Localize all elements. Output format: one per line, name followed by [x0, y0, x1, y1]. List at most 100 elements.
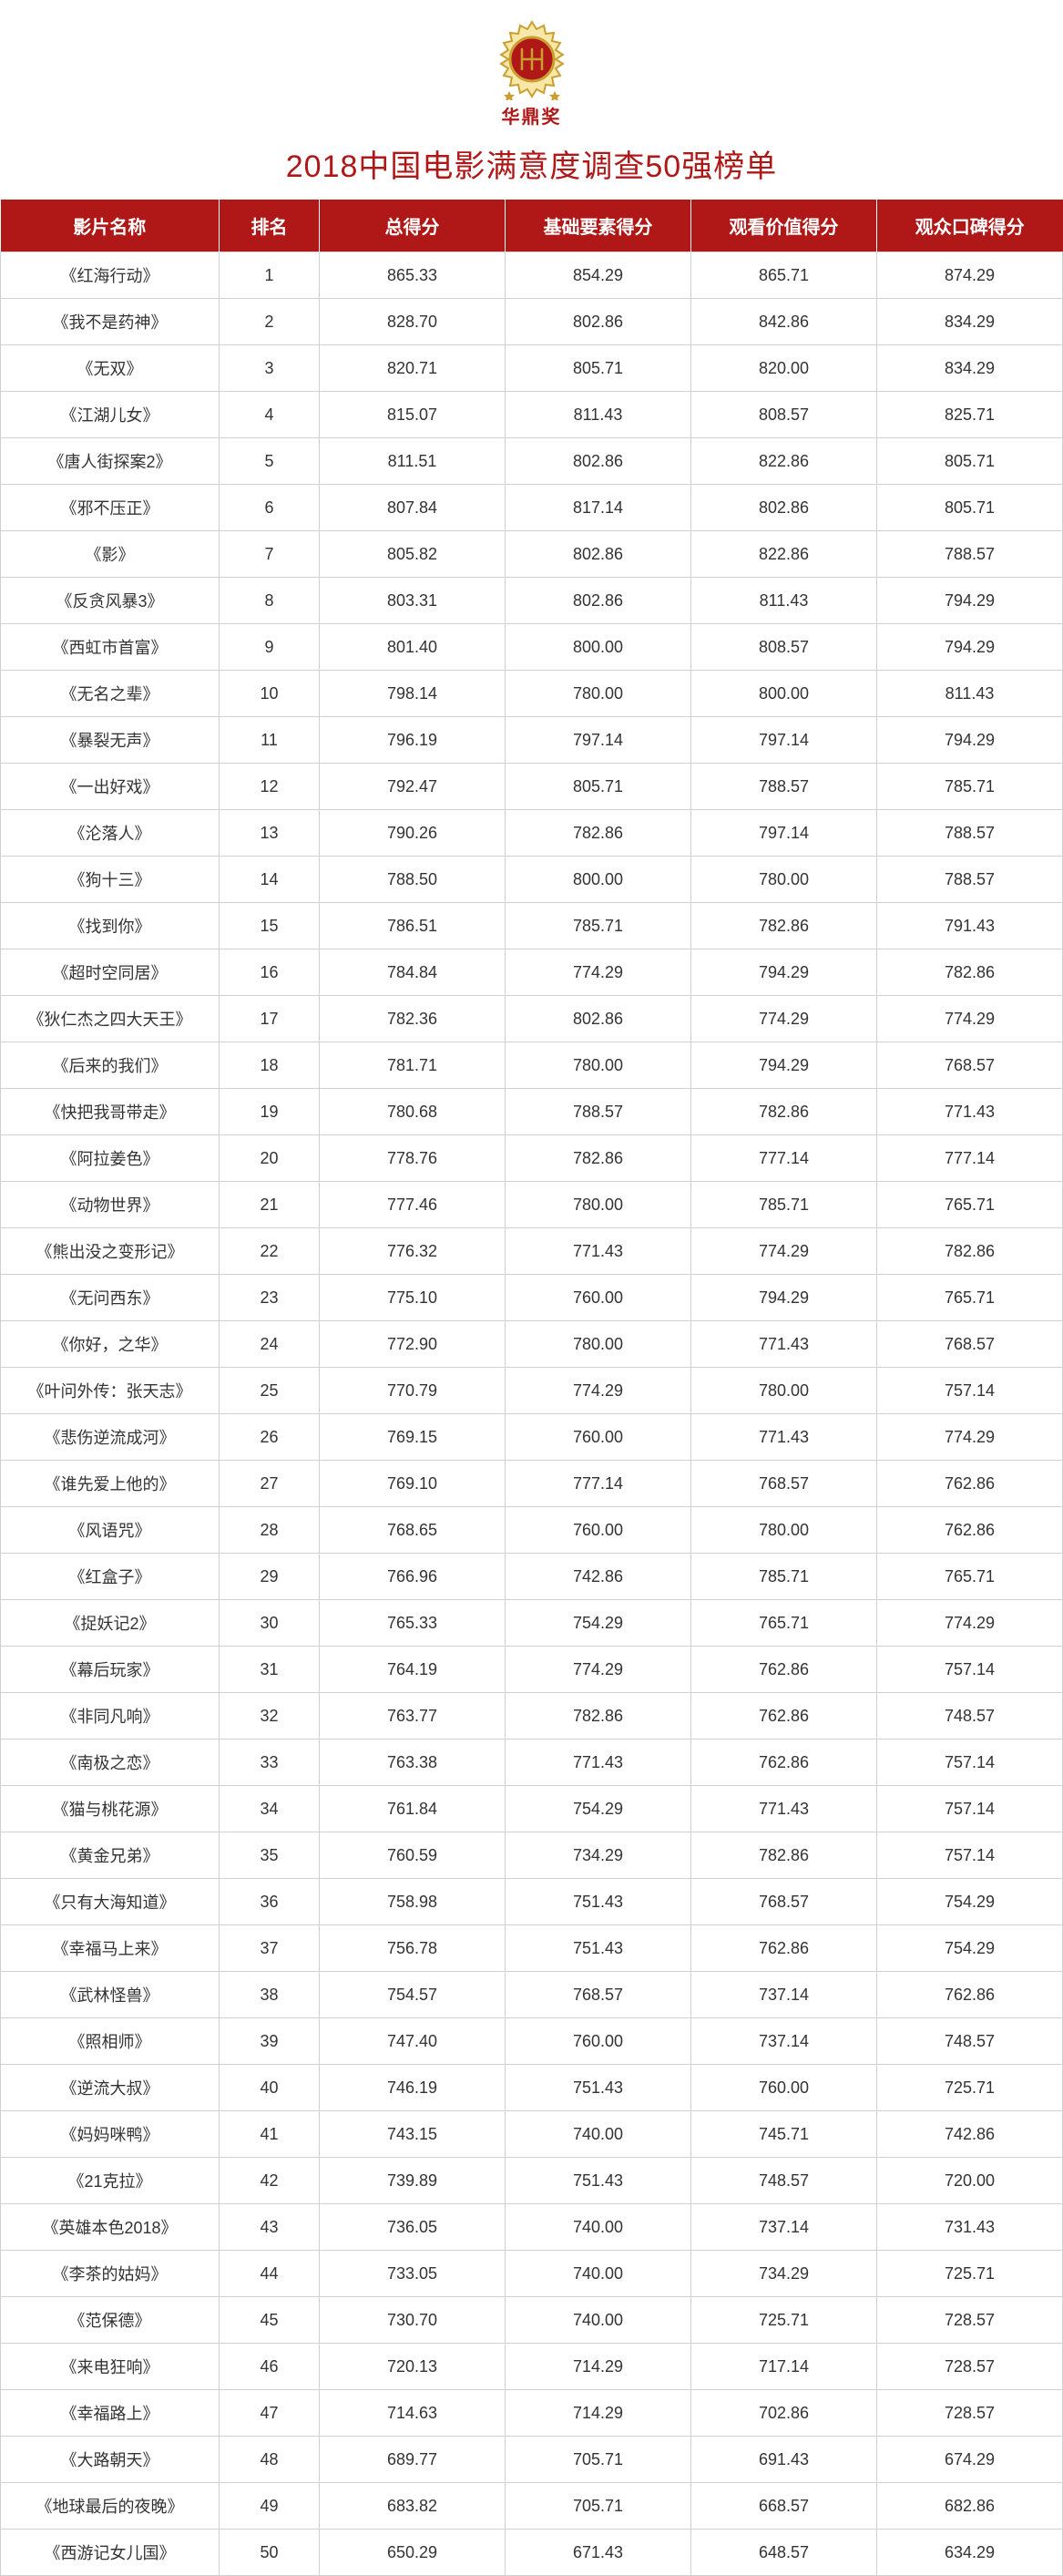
movie-name-cell: 《西游记女儿国》 — [1, 2530, 220, 2576]
table-row: 《反贪风暴3》8803.31802.86811.43794.29 — [1, 578, 1063, 624]
score-cell: 746.19 — [320, 2065, 506, 2111]
score-cell: 778.76 — [320, 1135, 506, 1182]
score-cell: 734.29 — [691, 2251, 877, 2297]
score-cell: 740.00 — [506, 2297, 691, 2344]
movie-name-cell: 《只有大海知道》 — [1, 1879, 220, 1925]
score-cell: 760.00 — [691, 2065, 877, 2111]
score-cell: 780.68 — [320, 1089, 506, 1135]
rank-cell: 27 — [220, 1461, 320, 1507]
rank-cell: 39 — [220, 2018, 320, 2065]
movie-name-cell: 《武林怪兽》 — [1, 1972, 220, 2018]
score-cell: 834.29 — [877, 345, 1063, 392]
score-cell: 774.29 — [506, 1368, 691, 1414]
score-cell: 730.70 — [320, 2297, 506, 2344]
rank-cell: 13 — [220, 810, 320, 857]
score-cell: 776.32 — [320, 1228, 506, 1275]
score-cell: 802.86 — [691, 485, 877, 531]
table-row: 《红盒子》29766.96742.86785.71765.71 — [1, 1554, 1063, 1600]
score-cell: 798.14 — [320, 671, 506, 717]
score-cell: 801.40 — [320, 624, 506, 671]
table-row: 《幕后玩家》31764.19774.29762.86757.14 — [1, 1647, 1063, 1693]
score-cell: 828.70 — [320, 299, 506, 345]
table-row: 《暴裂无声》11796.19797.14797.14794.29 — [1, 717, 1063, 764]
rank-cell: 28 — [220, 1507, 320, 1554]
table-row: 《无名之辈》10798.14780.00800.00811.43 — [1, 671, 1063, 717]
score-cell: 754.29 — [877, 1925, 1063, 1972]
table-row: 《地球最后的夜晚》49683.82705.71668.57682.86 — [1, 2483, 1063, 2530]
table-row: 《风语咒》28768.65760.00780.00762.86 — [1, 1507, 1063, 1554]
rank-cell: 5 — [220, 438, 320, 485]
score-cell: 777.14 — [691, 1135, 877, 1182]
table-row: 《南极之恋》33763.38771.43762.86757.14 — [1, 1740, 1063, 1786]
movie-name-cell: 《风语咒》 — [1, 1507, 220, 1554]
score-cell: 717.14 — [691, 2344, 877, 2390]
movie-name-cell: 《动物世界》 — [1, 1182, 220, 1228]
table-row: 《逆流大叔》40746.19751.43760.00725.71 — [1, 2065, 1063, 2111]
score-cell: 748.57 — [877, 1693, 1063, 1740]
movie-name-cell: 《暴裂无声》 — [1, 717, 220, 764]
table-row: 《21克拉》42739.89751.43748.57720.00 — [1, 2158, 1063, 2204]
score-cell: 788.57 — [691, 764, 877, 810]
movie-name-cell: 《幸福路上》 — [1, 2390, 220, 2437]
score-cell: 854.29 — [506, 252, 691, 299]
score-cell: 705.71 — [506, 2437, 691, 2483]
score-cell: 785.71 — [877, 764, 1063, 810]
score-cell: 756.78 — [320, 1925, 506, 1972]
table-row: 《西虹市首富》9801.40800.00808.57794.29 — [1, 624, 1063, 671]
score-cell: 780.00 — [506, 671, 691, 717]
table-row: 《江湖儿女》4815.07811.43808.57825.71 — [1, 392, 1063, 438]
score-cell: 757.14 — [877, 1647, 1063, 1693]
table-body: 《红海行动》1865.33854.29865.71874.29《我不是药神》28… — [1, 252, 1063, 2576]
score-cell: 728.57 — [877, 2297, 1063, 2344]
score-cell: 782.86 — [506, 1135, 691, 1182]
score-cell: 714.29 — [506, 2344, 691, 2390]
score-cell: 865.71 — [691, 252, 877, 299]
score-cell: 740.00 — [506, 2111, 691, 2158]
score-cell: 754.57 — [320, 1972, 506, 2018]
rank-cell: 44 — [220, 2251, 320, 2297]
score-cell: 805.71 — [506, 764, 691, 810]
rank-cell: 26 — [220, 1414, 320, 1461]
score-cell: 797.14 — [506, 717, 691, 764]
movie-name-cell: 《悲伤逆流成河》 — [1, 1414, 220, 1461]
score-cell: 682.86 — [877, 2483, 1063, 2530]
rank-cell: 11 — [220, 717, 320, 764]
score-cell: 786.51 — [320, 903, 506, 949]
score-cell: 796.19 — [320, 717, 506, 764]
table-row: 《找到你》15786.51785.71782.86791.43 — [1, 903, 1063, 949]
movie-name-cell: 《猫与桃花源》 — [1, 1786, 220, 1832]
score-cell: 794.29 — [877, 578, 1063, 624]
table-row: 《狗十三》14788.50800.00780.00788.57 — [1, 857, 1063, 903]
score-cell: 720.00 — [877, 2158, 1063, 2204]
rank-cell: 6 — [220, 485, 320, 531]
score-cell: 808.57 — [691, 392, 877, 438]
score-cell: 794.29 — [691, 1042, 877, 1089]
rank-cell: 47 — [220, 2390, 320, 2437]
table-row: 《武林怪兽》38754.57768.57737.14762.86 — [1, 1972, 1063, 2018]
movie-name-cell: 《无双》 — [1, 345, 220, 392]
score-cell: 788.50 — [320, 857, 506, 903]
score-cell: 805.71 — [877, 438, 1063, 485]
movie-name-cell: 《唐人街探案2》 — [1, 438, 220, 485]
table-row: 《来电狂响》46720.13714.29717.14728.57 — [1, 2344, 1063, 2390]
score-cell: 745.71 — [691, 2111, 877, 2158]
score-cell: 774.29 — [691, 1228, 877, 1275]
score-cell: 800.00 — [691, 671, 877, 717]
table-row: 《一出好戏》12792.47805.71788.57785.71 — [1, 764, 1063, 810]
score-cell: 794.29 — [877, 717, 1063, 764]
score-cell: 822.86 — [691, 438, 877, 485]
score-cell: 780.00 — [691, 1507, 877, 1554]
rank-cell: 17 — [220, 996, 320, 1042]
rank-cell: 19 — [220, 1089, 320, 1135]
table-row: 《超时空同居》16784.84774.29794.29782.86 — [1, 949, 1063, 996]
score-cell: 763.38 — [320, 1740, 506, 1786]
score-cell: 805.82 — [320, 531, 506, 578]
table-row: 《幸福马上来》37756.78751.43762.86754.29 — [1, 1925, 1063, 1972]
ranking-table: 影片名称排名总得分基础要素得分观看价值得分观众口碑得分 《红海行动》1865.3… — [0, 200, 1063, 2576]
score-cell: 782.36 — [320, 996, 506, 1042]
score-cell: 725.71 — [691, 2297, 877, 2344]
score-cell: 815.07 — [320, 392, 506, 438]
table-row: 《黄金兄弟》35760.59734.29782.86757.14 — [1, 1832, 1063, 1879]
score-cell: 774.29 — [877, 1414, 1063, 1461]
movie-name-cell: 《邪不压正》 — [1, 485, 220, 531]
